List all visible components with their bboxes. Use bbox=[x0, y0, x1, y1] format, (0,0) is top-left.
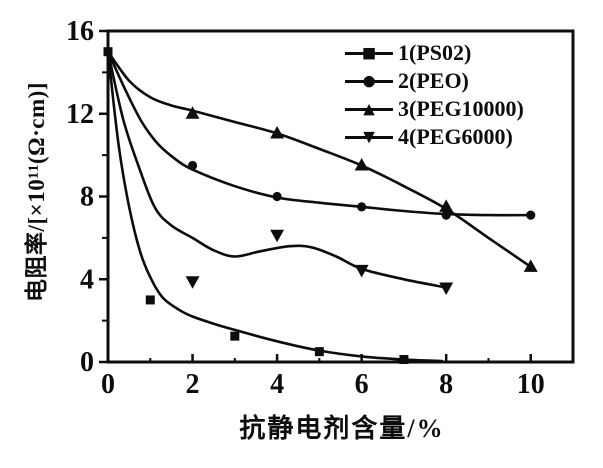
x-tick-label: 2 bbox=[186, 369, 200, 400]
marker-2peo bbox=[526, 210, 536, 220]
y-tick-label: 8 bbox=[80, 182, 94, 213]
legend-item-peo: ● 2(PEO) bbox=[345, 67, 524, 95]
y-tick-label: 16 bbox=[66, 16, 94, 47]
legend-line-icon: ■ bbox=[345, 45, 393, 60]
curve-1ps02 bbox=[106, 50, 444, 363]
marker-3peg10000 bbox=[270, 125, 285, 139]
legend-item-peg6000: ▼ 4(PEG6000) bbox=[345, 123, 524, 151]
marker-3peg10000 bbox=[185, 106, 200, 119]
legend-line-icon: ▼ bbox=[345, 129, 393, 144]
marker-2peo bbox=[272, 191, 282, 202]
legend-circle-icon: ● bbox=[362, 71, 376, 90]
y-tick-label: 0 bbox=[80, 347, 94, 378]
y-tick-label: 4 bbox=[80, 264, 94, 295]
legend-square-icon: ■ bbox=[361, 43, 377, 62]
marker-4peg6000 bbox=[185, 276, 200, 289]
marker-3peg10000 bbox=[439, 199, 454, 212]
y-axis-title: 电阻率/[×10¹¹(Ω·cm)] bbox=[24, 82, 49, 302]
marker-2peo bbox=[441, 210, 451, 220]
marker-2peo bbox=[187, 160, 198, 171]
x-tick-label: 4 bbox=[270, 369, 284, 400]
legend-label: 4(PEG6000) bbox=[398, 124, 513, 149]
marker-4peg6000 bbox=[439, 282, 454, 295]
marker-1ps02 bbox=[230, 331, 240, 341]
x-axis-title: 抗静电剂含量/% bbox=[239, 414, 445, 443]
marker-4peg6000 bbox=[354, 264, 369, 278]
legend-triangle-up-icon: ▲ bbox=[363, 99, 375, 118]
marker-1ps02 bbox=[314, 347, 324, 357]
legend-triangle-down-icon: ▼ bbox=[363, 127, 375, 146]
y-tick-label: 12 bbox=[66, 99, 94, 130]
legend-line-icon: ● bbox=[345, 73, 393, 88]
legend-label: 2(PEO) bbox=[398, 68, 469, 93]
marker-3peg10000 bbox=[354, 158, 369, 171]
x-tick-label: 8 bbox=[439, 369, 453, 400]
marker-1ps02 bbox=[399, 355, 409, 365]
x-tick-label: 10 bbox=[517, 369, 545, 400]
marker-2peo bbox=[357, 202, 367, 212]
legend-item-ps02: ■ 1(PS02) bbox=[345, 39, 524, 67]
x-tick-label: 0 bbox=[101, 369, 115, 400]
legend: ■ 1(PS02) ● 2(PEO) ▲ 3(PEG10000) ▼ 4(PEG… bbox=[345, 39, 524, 151]
x-tick-label: 6 bbox=[355, 369, 369, 400]
curve-4peg6000 bbox=[106, 50, 448, 289]
legend-label: 1(PS02) bbox=[398, 40, 472, 65]
marker-1ps02 bbox=[145, 295, 155, 305]
marker-3peg10000 bbox=[523, 259, 538, 272]
legend-item-peg10000: ▲ 3(PEG10000) bbox=[345, 95, 524, 123]
legend-label: 3(PEG10000) bbox=[398, 96, 524, 121]
marker-4peg6000 bbox=[270, 229, 285, 243]
legend-line-icon: ▲ bbox=[345, 101, 393, 116]
